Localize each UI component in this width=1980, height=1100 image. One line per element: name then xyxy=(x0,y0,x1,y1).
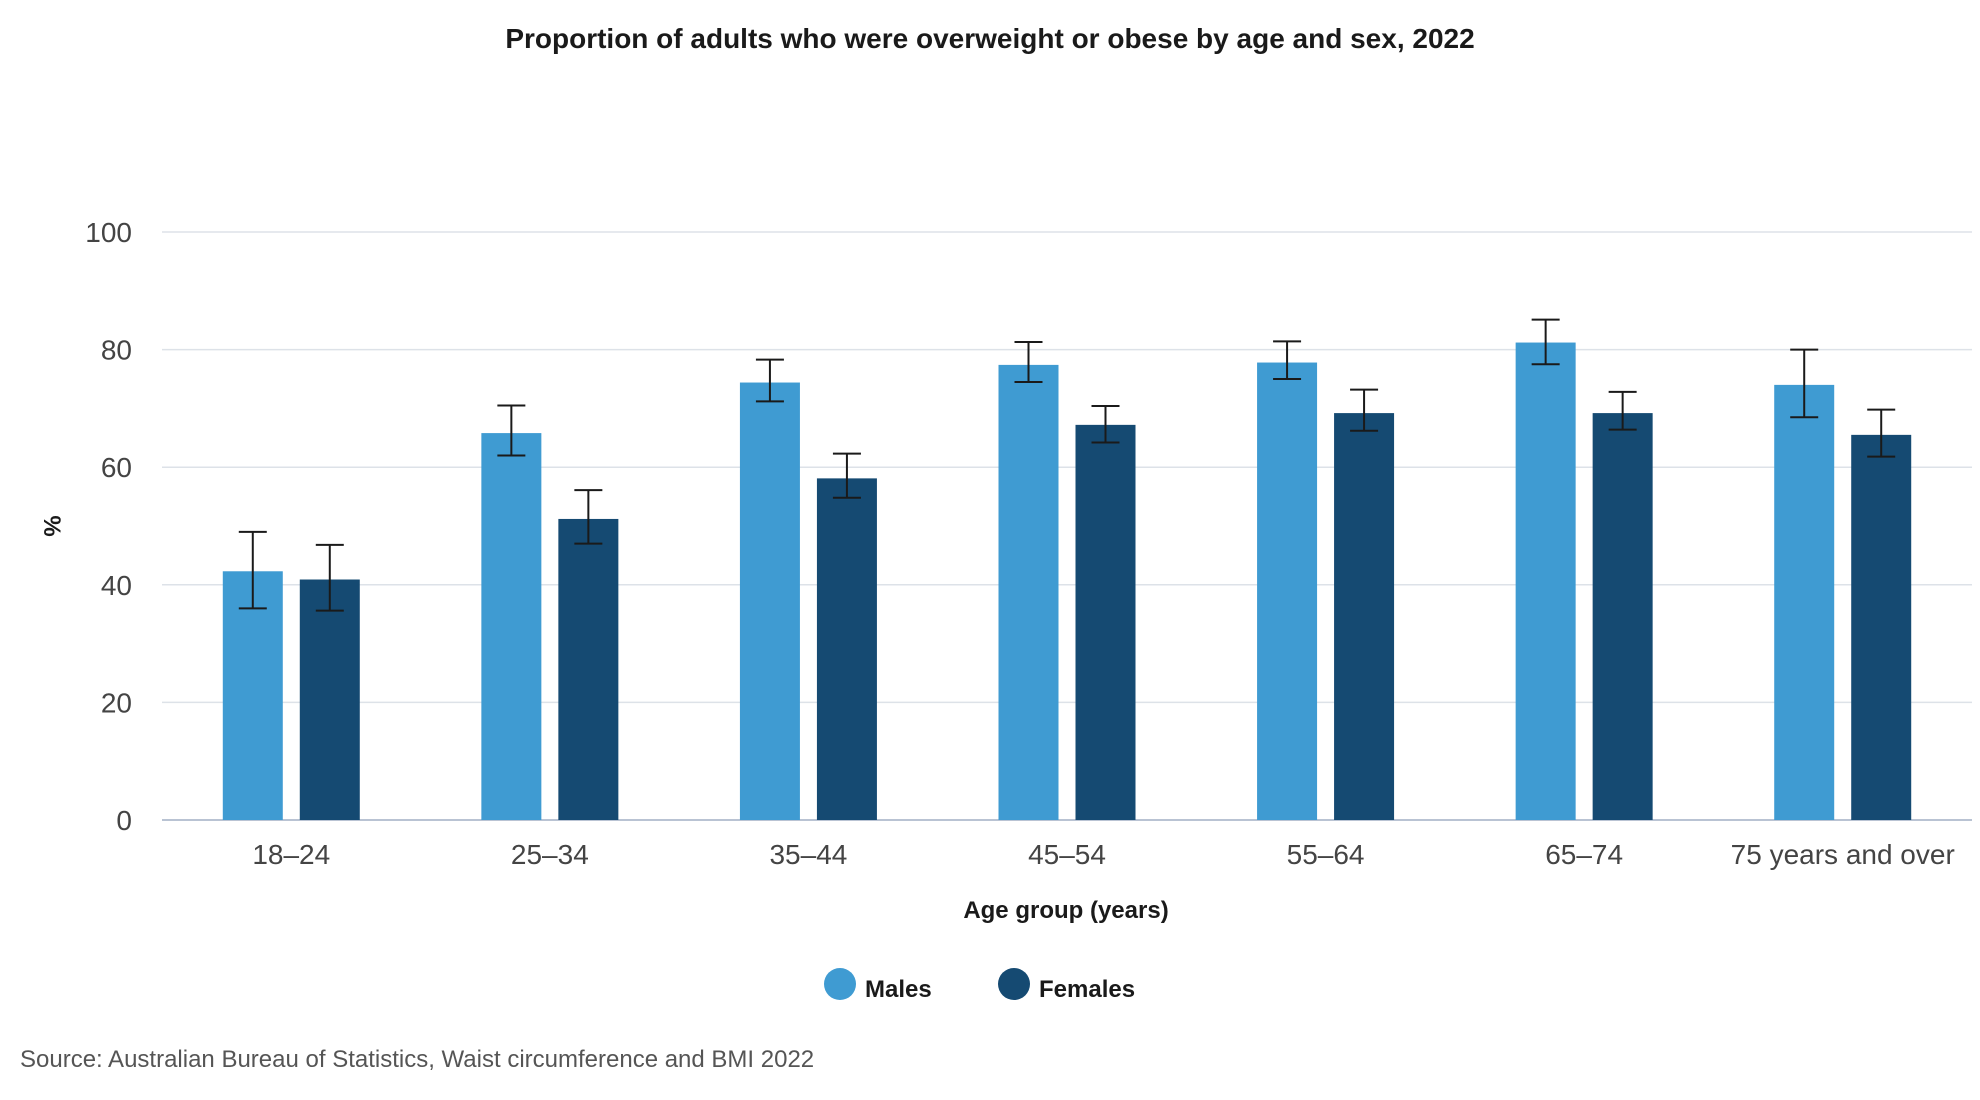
error-bar xyxy=(1350,388,1379,432)
bar-females xyxy=(1075,424,1136,820)
bar-males xyxy=(222,571,283,820)
y-tick-label: 40 xyxy=(101,570,132,601)
bar-males xyxy=(481,433,542,820)
error-bar xyxy=(1091,405,1120,444)
bar-males xyxy=(1515,342,1576,820)
x-tick-label: 45–54 xyxy=(1028,839,1106,870)
y-tick-label: 80 xyxy=(101,335,132,366)
grid-layer xyxy=(162,231,1972,821)
y-axis-label: % xyxy=(38,515,65,536)
bar-males xyxy=(1774,384,1835,820)
x-tick-label: 75 years and over xyxy=(1731,839,1955,870)
error-bar xyxy=(1531,318,1560,366)
error-bar xyxy=(755,358,784,403)
x-tick-label: 55–64 xyxy=(1287,839,1365,870)
error-bar xyxy=(1273,340,1302,380)
bar-females xyxy=(1592,413,1653,820)
error-bar xyxy=(1790,348,1819,419)
y-axis-ticks: 0 20 40 60 80 100 xyxy=(85,217,132,836)
x-axis-label: Age group (years) xyxy=(963,897,1168,924)
error-bar xyxy=(832,452,861,499)
legend-item-males[interactable]: Males xyxy=(824,968,932,1003)
bar-females xyxy=(299,579,360,820)
x-tick-label: 25–34 xyxy=(511,839,589,870)
legend-swatch xyxy=(998,968,1030,1000)
bar-females xyxy=(816,478,877,820)
legend: Males Females xyxy=(824,968,1135,1003)
legend-label: Males xyxy=(865,976,932,1003)
x-axis-ticks: 18–24 25–34 35–44 45–54 55–64 65–74 75 years a… xyxy=(252,839,1954,870)
legend-item-females[interactable]: Females xyxy=(998,968,1135,1003)
bar-females xyxy=(558,518,619,820)
x-tick-label: 35–44 xyxy=(769,839,847,870)
y-tick-label: 20 xyxy=(101,687,132,718)
source-note: Source: Australian Bureau of Statistics,… xyxy=(20,1046,814,1073)
legend-swatch xyxy=(824,968,856,1000)
x-tick-label: 65–74 xyxy=(1545,839,1623,870)
error-bar xyxy=(1608,390,1637,431)
y-tick-label: 100 xyxy=(85,217,132,248)
y-tick-label: 0 xyxy=(116,805,132,836)
y-tick-label: 60 xyxy=(101,452,132,483)
bar-females xyxy=(1851,434,1912,820)
error-bar xyxy=(1867,408,1896,458)
error-bar xyxy=(574,489,603,545)
error-bar xyxy=(497,404,526,457)
bar-males xyxy=(1257,362,1318,820)
chart-title: Proportion of adults who were overweight… xyxy=(505,23,1474,54)
bar-males xyxy=(739,382,800,820)
error-bars xyxy=(238,318,1896,612)
error-bar xyxy=(315,543,344,612)
error-bar xyxy=(1014,340,1043,383)
bars xyxy=(222,342,1912,820)
bar-males xyxy=(998,364,1059,820)
legend-label: Females xyxy=(1039,976,1135,1003)
error-bar xyxy=(238,530,267,610)
x-tick-label: 18–24 xyxy=(252,839,330,870)
bar-females xyxy=(1334,413,1395,820)
